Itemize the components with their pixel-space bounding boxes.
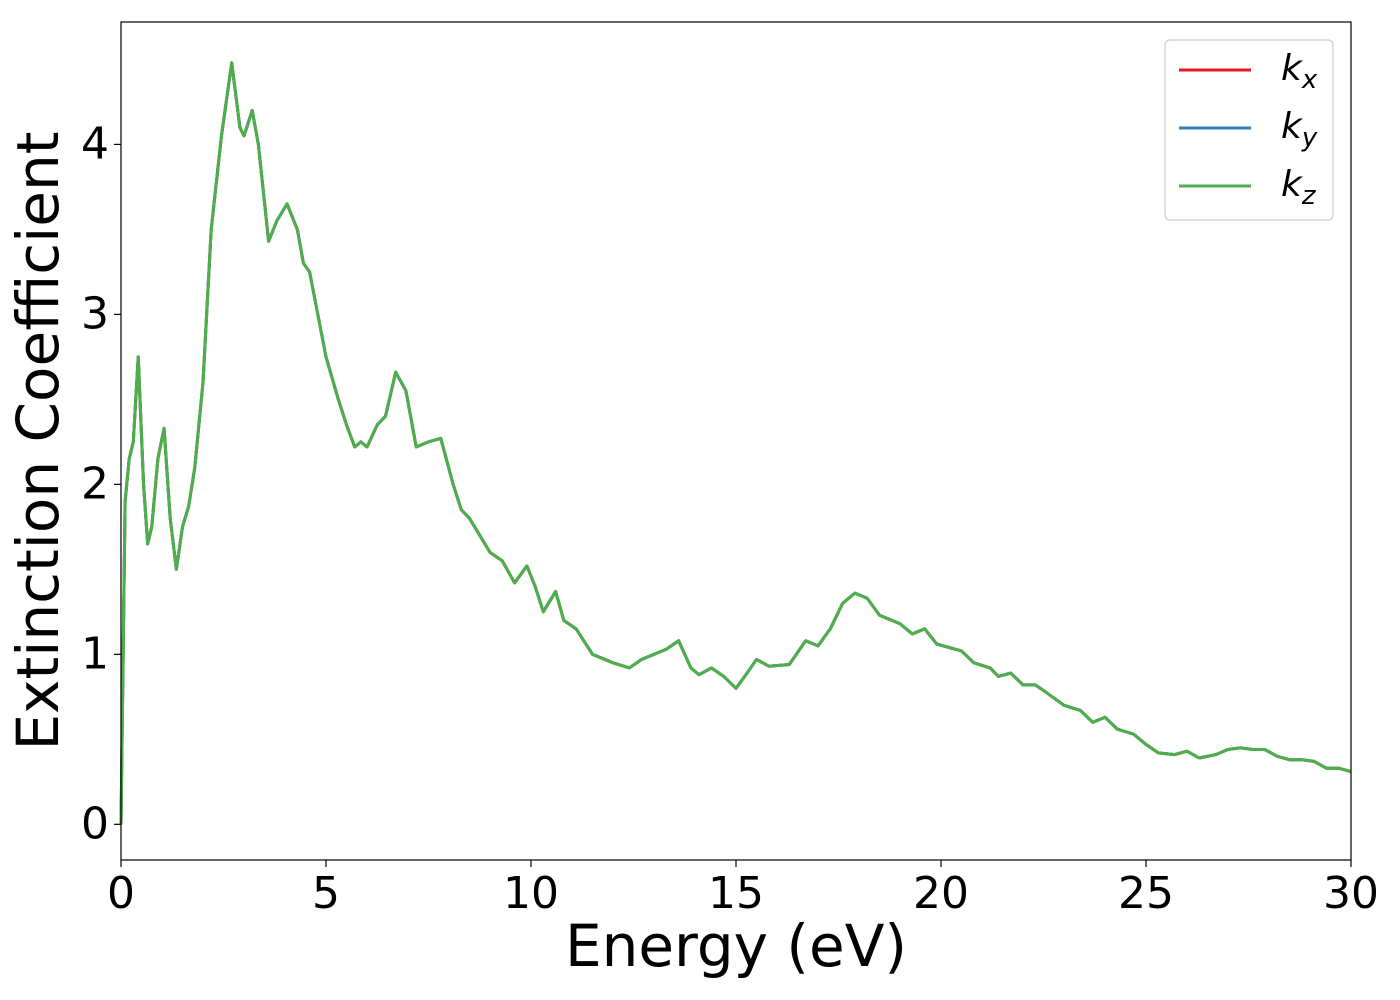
y-tick-label: 4 xyxy=(81,118,109,169)
x-tick-label: 0 xyxy=(107,868,135,919)
legend-label: kz xyxy=(1281,164,1317,211)
legend-label: ky xyxy=(1281,106,1318,153)
x-tick-label: 25 xyxy=(1118,868,1174,919)
legend-box xyxy=(1164,39,1334,221)
y-tick-label: 1 xyxy=(81,628,109,679)
x-tick-label: 10 xyxy=(503,868,559,919)
x-tick-label: 15 xyxy=(708,868,764,919)
legend-label-main: k xyxy=(1281,48,1304,89)
y-tick-label: 2 xyxy=(81,458,109,509)
y-axis-label: Extinction Coefficient xyxy=(4,132,72,751)
data-line xyxy=(119,61,1352,825)
y-tick-label: 3 xyxy=(81,288,109,339)
x-tick-label: 20 xyxy=(913,868,969,919)
legend-label-main: k xyxy=(1281,164,1304,205)
legend-label-sub: z xyxy=(1301,181,1317,211)
x-tick-label: 5 xyxy=(312,868,340,919)
x-tick-label: 30 xyxy=(1323,868,1379,919)
x-axis-label: Energy (eV) xyxy=(565,912,907,980)
legend-label-sub: x xyxy=(1301,65,1318,95)
legend-label-sub: y xyxy=(1301,123,1318,153)
legend-label: kx xyxy=(1281,48,1318,95)
legend-label-main: k xyxy=(1281,106,1304,147)
y-tick-label: 0 xyxy=(81,798,109,849)
